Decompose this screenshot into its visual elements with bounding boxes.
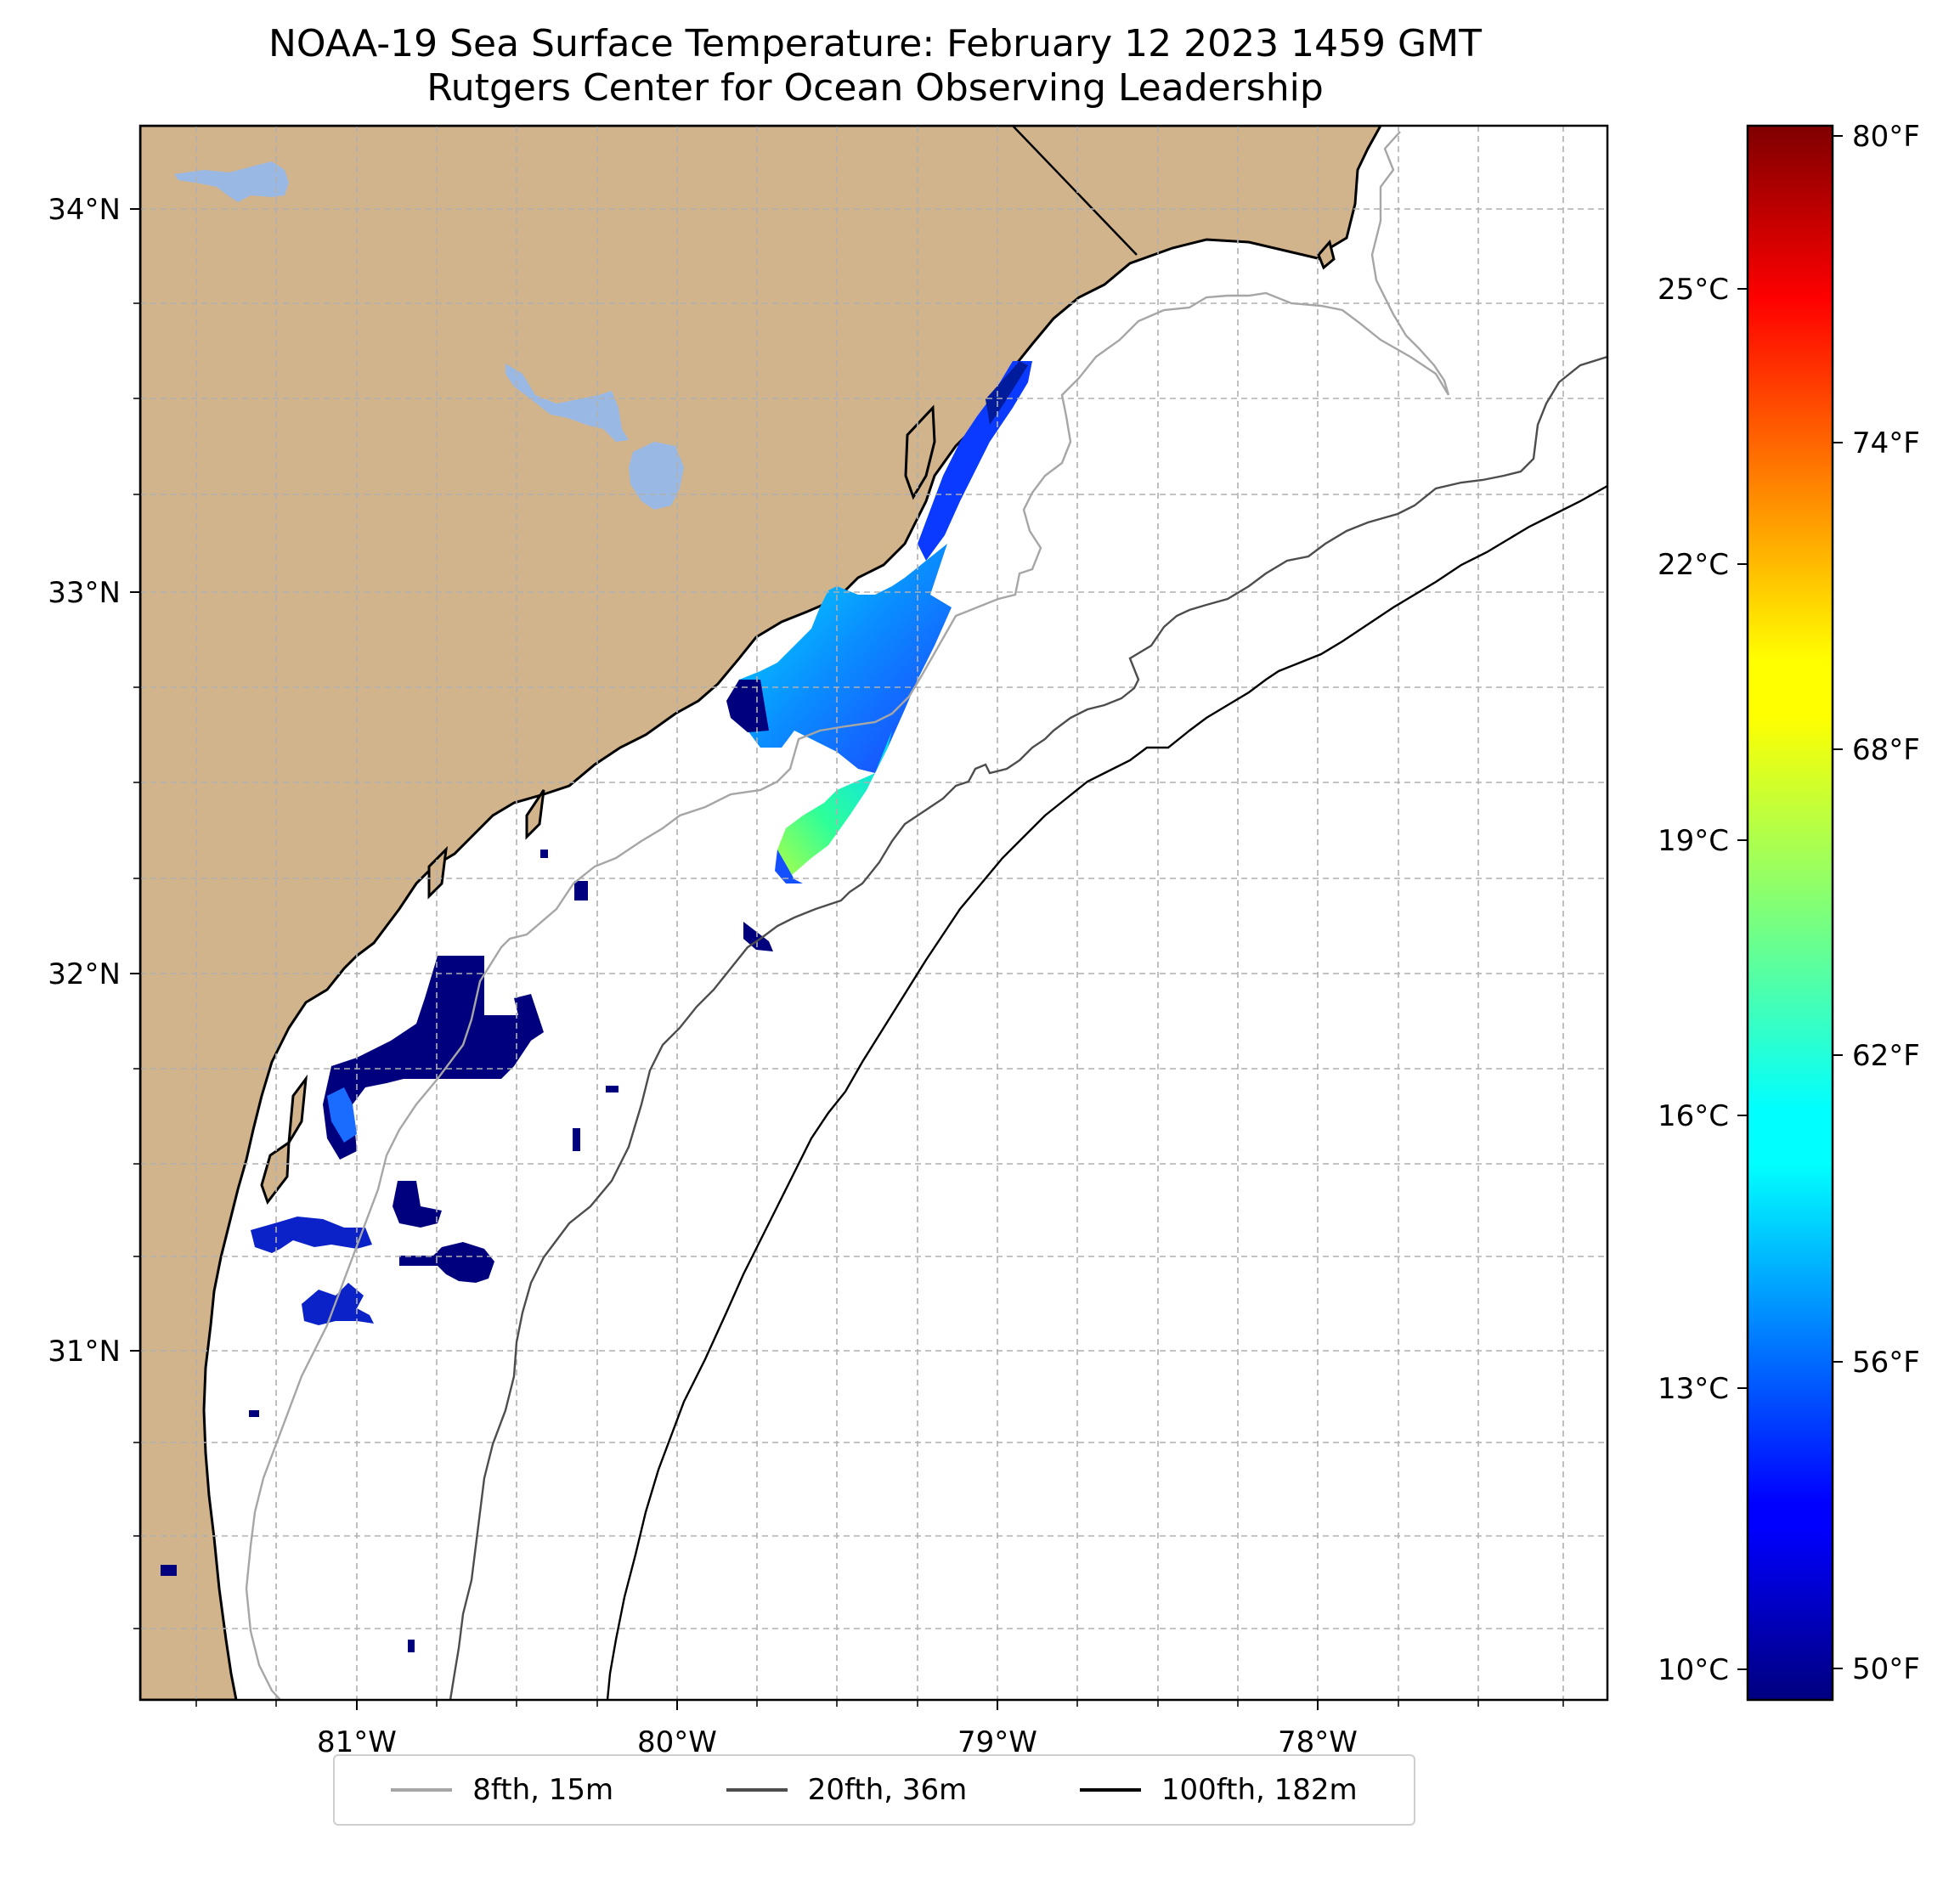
lon-tick: 78°W	[1278, 1700, 1358, 1759]
fahrenheit-label: 56°F	[1852, 1346, 1920, 1380]
lat-label: 31°N	[48, 1335, 121, 1369]
colorbar-fahrenheit-tick: 74°F	[1833, 426, 1920, 460]
lon-label: 81°W	[317, 1725, 397, 1759]
lat-tick: 31°N	[48, 1335, 140, 1369]
colorbar-celsius-tick: 19°C	[1658, 824, 1748, 858]
lake-north	[174, 161, 289, 202]
map-frame	[138, 124, 1609, 1702]
legend-swatch	[391, 1788, 453, 1792]
sst-swath	[986, 361, 1028, 425]
legend-item-8fth: 8fth, 15m	[391, 1773, 613, 1807]
fahrenheit-label: 50°F	[1852, 1652, 1920, 1686]
lat-label: 32°N	[48, 957, 121, 991]
lat-tick: 32°N	[48, 957, 140, 991]
colorbar	[1746, 124, 1834, 1702]
lon-tick: 80°W	[637, 1700, 717, 1759]
lon-tick: 79°W	[957, 1700, 1037, 1759]
sst-swath	[775, 850, 803, 884]
lat-label: 33°N	[48, 576, 121, 610]
sea-island	[525, 789, 545, 840]
sea-island	[287, 1074, 308, 1143]
isobath-legend: 8fth, 15m 20fth, 36m 100fth, 182m	[333, 1754, 1415, 1826]
sst-swath	[327, 1087, 357, 1143]
minor-ticks	[133, 302, 1564, 1707]
celsius-label: 13°C	[1658, 1372, 1729, 1406]
sst-swath	[739, 544, 952, 773]
lon-label: 80°W	[637, 1725, 717, 1759]
celsius-label: 19°C	[1658, 824, 1729, 858]
celsius-label: 25°C	[1658, 273, 1729, 307]
lat-tick: 34°N	[48, 193, 140, 227]
land-mainland	[140, 126, 1382, 1700]
colorbar-fahrenheit-tick: 50°F	[1833, 1652, 1920, 1686]
sea-island	[260, 1140, 291, 1205]
sst-swath	[726, 680, 769, 732]
celsius-label: 16°C	[1658, 1099, 1729, 1133]
lon-tick: 81°W	[317, 1700, 397, 1759]
sea-island	[1317, 239, 1336, 270]
colorbar-fahrenheit-tick: 62°F	[1833, 1039, 1920, 1073]
legend-swatch	[1079, 1788, 1141, 1792]
colorbar-celsius-tick: 16°C	[1658, 1099, 1748, 1133]
sst-swath	[323, 956, 544, 1160]
legend-label: 20fth, 36m	[807, 1773, 968, 1807]
fahrenheit-label: 62°F	[1852, 1039, 1920, 1073]
sst-swath	[393, 1181, 442, 1228]
colorbar-celsius-tick: 22°C	[1658, 548, 1748, 582]
lon-label: 79°W	[957, 1725, 1037, 1759]
isobath-20fth-36m	[449, 355, 1607, 1700]
fahrenheit-label: 80°F	[1852, 120, 1920, 154]
map-subtitle: Rutgers Center for Ocean Observing Leade…	[426, 66, 1324, 110]
isobath-100fth-182m	[606, 484, 1607, 1700]
sst-swath	[399, 1242, 494, 1283]
colorbar-fahrenheit-tick: 80°F	[1833, 120, 1920, 154]
isobath-8fth-15m	[245, 131, 1450, 1700]
lat-label: 34°N	[48, 193, 121, 227]
colorbar-celsius-tick: 25°C	[1658, 273, 1748, 307]
legend-item-20fth: 20fth, 36m	[726, 1773, 968, 1807]
colorbar-fahrenheit-tick: 68°F	[1833, 733, 1920, 767]
gridlines	[140, 126, 1607, 1700]
colorbar-celsius-tick: 10°C	[1658, 1653, 1748, 1687]
legend-swatch	[726, 1788, 788, 1792]
colorbar-fahrenheit-tick: 56°F	[1833, 1346, 1920, 1380]
legend-item-100fth: 100fth, 182m	[1079, 1773, 1358, 1807]
sst-swath	[918, 361, 1032, 561]
legend-label: 8fth, 15m	[472, 1773, 614, 1807]
lat-tick: 33°N	[48, 576, 140, 610]
map-title: NOAA-19 Sea Surface Temperature: Februar…	[268, 22, 1482, 65]
state-border	[1012, 126, 1138, 256]
legend-label: 100fth, 182m	[1161, 1773, 1358, 1807]
sea-island	[904, 404, 936, 500]
lon-label: 78°W	[1278, 1725, 1358, 1759]
fahrenheit-label: 74°F	[1852, 426, 1920, 460]
sst-swath	[777, 731, 892, 875]
colorbar-celsius-tick: 13°C	[1658, 1372, 1748, 1406]
celsius-label: 22°C	[1658, 548, 1729, 582]
lake-moultrie	[629, 442, 684, 510]
sst-swath	[251, 1217, 372, 1253]
sea-island	[427, 845, 449, 900]
celsius-label: 10°C	[1658, 1653, 1729, 1687]
fahrenheit-label: 68°F	[1852, 733, 1920, 767]
sst-swath	[302, 1283, 374, 1325]
